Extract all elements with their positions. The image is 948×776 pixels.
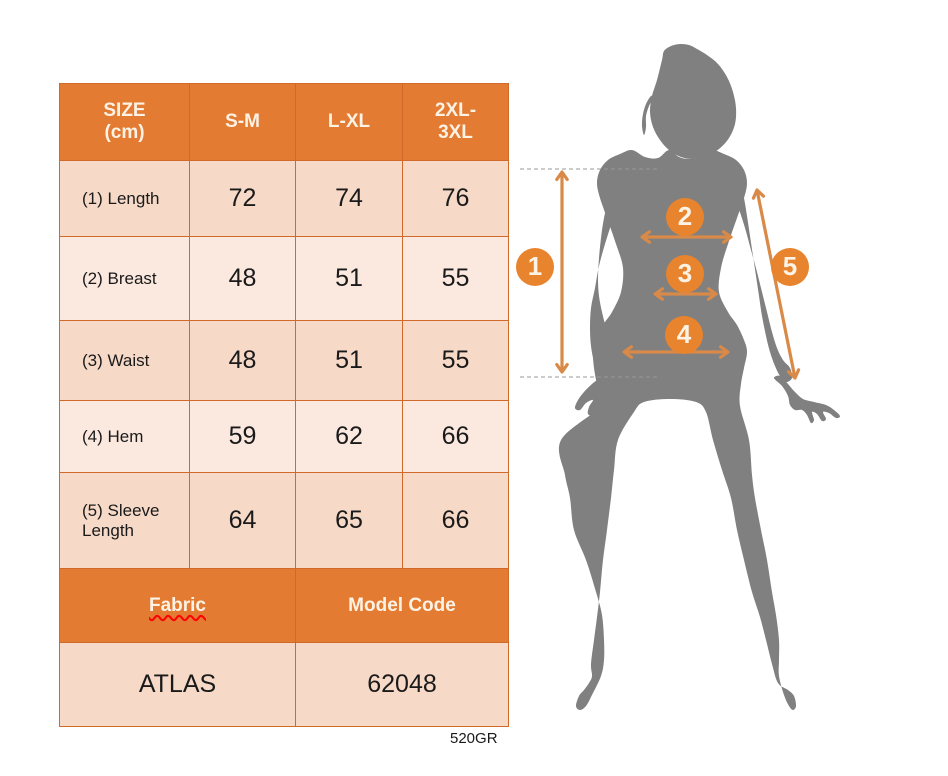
svg-text:5: 5 xyxy=(783,251,797,281)
svg-text:2: 2 xyxy=(678,201,692,231)
svg-text:3: 3 xyxy=(678,258,692,288)
svg-text:4: 4 xyxy=(677,319,692,349)
svg-text:1: 1 xyxy=(528,251,542,281)
